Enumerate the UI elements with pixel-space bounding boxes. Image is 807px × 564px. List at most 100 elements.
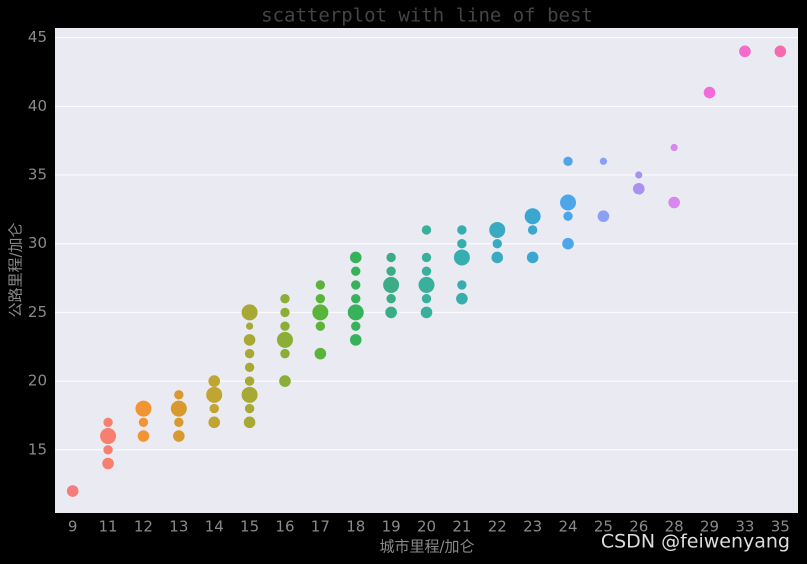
point bbox=[386, 266, 396, 276]
point bbox=[668, 196, 680, 209]
x-tick-label: 25 bbox=[594, 518, 613, 536]
point bbox=[527, 225, 538, 235]
x-tick-label: 24 bbox=[558, 518, 577, 536]
point bbox=[244, 362, 255, 373]
point bbox=[599, 157, 608, 165]
point bbox=[280, 348, 290, 359]
x-tick-label: 20 bbox=[417, 518, 436, 536]
point bbox=[383, 276, 400, 293]
point bbox=[208, 375, 221, 387]
point bbox=[66, 485, 79, 497]
point bbox=[524, 208, 541, 225]
point bbox=[563, 156, 573, 166]
point bbox=[315, 280, 326, 290]
point bbox=[453, 249, 470, 266]
point bbox=[491, 251, 504, 264]
point bbox=[421, 225, 432, 235]
y-tick-label: 15 bbox=[28, 440, 47, 458]
point bbox=[421, 266, 432, 276]
chart-title: scatterplot with line of best bbox=[261, 5, 593, 27]
point bbox=[563, 211, 573, 221]
x-tick-label: 9 bbox=[68, 518, 78, 536]
point bbox=[739, 45, 751, 58]
x-tick-label: 12 bbox=[134, 518, 153, 536]
x-tick-label: 23 bbox=[523, 518, 542, 536]
x-tick-label: 18 bbox=[346, 518, 365, 536]
point bbox=[489, 221, 506, 238]
point bbox=[280, 307, 290, 318]
point bbox=[351, 280, 361, 290]
point bbox=[457, 239, 467, 249]
point bbox=[632, 182, 645, 195]
point bbox=[349, 251, 362, 264]
point bbox=[670, 143, 678, 152]
x-tick-label: 35 bbox=[771, 518, 790, 536]
point bbox=[385, 306, 397, 319]
x-tick-label: 21 bbox=[452, 518, 471, 536]
point bbox=[703, 86, 716, 99]
point bbox=[137, 430, 150, 442]
y-tick-label: 30 bbox=[28, 234, 47, 252]
point bbox=[635, 171, 643, 179]
y-tick-label: 35 bbox=[28, 166, 47, 184]
point bbox=[174, 390, 184, 400]
point bbox=[386, 293, 396, 304]
y-tick-label: 45 bbox=[28, 28, 47, 46]
point bbox=[241, 386, 258, 403]
x-tick-label: 15 bbox=[240, 518, 259, 536]
point bbox=[456, 292, 468, 305]
x-axis-label: 城市里程/加仑 bbox=[379, 538, 474, 556]
x-tick-label: 16 bbox=[275, 518, 294, 536]
point bbox=[245, 322, 254, 330]
point bbox=[351, 266, 361, 276]
point bbox=[103, 417, 113, 428]
point bbox=[774, 45, 787, 58]
y-axis-label: 公路里程/加仑 bbox=[7, 222, 25, 317]
point bbox=[138, 417, 149, 428]
y-tick-label: 40 bbox=[28, 97, 47, 115]
point bbox=[279, 375, 291, 387]
point bbox=[170, 400, 187, 417]
watermark: CSDN @feiwenyang bbox=[601, 531, 790, 553]
point bbox=[349, 334, 362, 346]
point bbox=[280, 293, 290, 304]
x-tick-label: 28 bbox=[665, 518, 684, 536]
point bbox=[315, 321, 326, 331]
y-tick-label: 25 bbox=[28, 303, 47, 321]
point bbox=[173, 430, 185, 442]
point bbox=[206, 386, 223, 403]
point bbox=[421, 252, 432, 263]
point bbox=[312, 304, 329, 321]
point bbox=[597, 210, 610, 223]
point bbox=[314, 347, 327, 360]
point bbox=[351, 293, 361, 304]
point bbox=[244, 376, 255, 386]
point bbox=[347, 304, 364, 321]
point bbox=[315, 293, 326, 304]
point bbox=[243, 334, 256, 346]
point bbox=[386, 252, 396, 263]
point bbox=[103, 445, 113, 455]
point bbox=[562, 237, 574, 250]
point bbox=[244, 348, 255, 359]
x-tick-label: 19 bbox=[382, 518, 401, 536]
x-tick-label: 26 bbox=[629, 518, 648, 536]
point bbox=[135, 400, 152, 417]
x-tick-label: 29 bbox=[700, 518, 719, 536]
point bbox=[420, 306, 433, 319]
point bbox=[241, 304, 258, 321]
point bbox=[418, 276, 435, 293]
point bbox=[421, 293, 432, 304]
point bbox=[560, 194, 577, 211]
point bbox=[102, 457, 114, 470]
x-tick-label: 13 bbox=[169, 518, 188, 536]
point bbox=[280, 321, 290, 331]
point bbox=[208, 416, 221, 429]
point bbox=[174, 417, 184, 428]
point bbox=[209, 403, 219, 414]
point bbox=[243, 416, 256, 429]
point bbox=[244, 403, 255, 414]
point bbox=[492, 239, 502, 249]
point bbox=[457, 280, 467, 290]
x-tick-label: 11 bbox=[99, 518, 118, 536]
